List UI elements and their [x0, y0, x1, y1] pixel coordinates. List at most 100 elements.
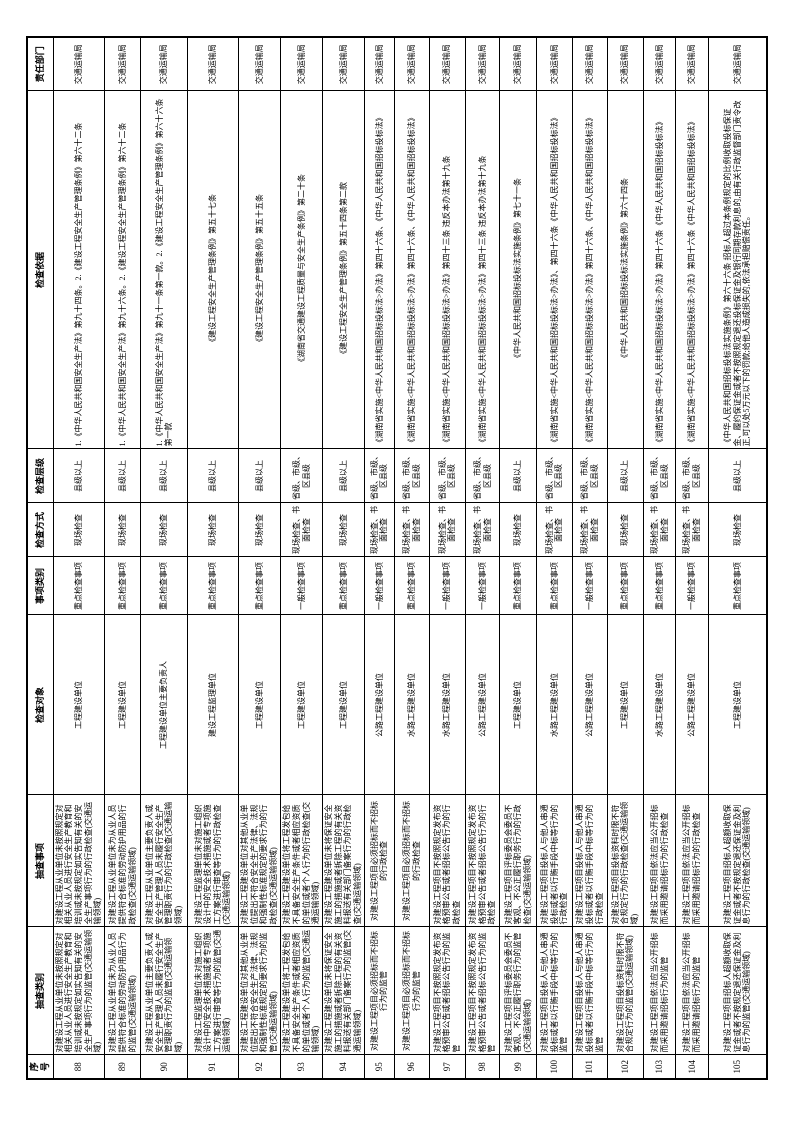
cell-level: 县级以上 [607, 449, 644, 503]
cell-target: 水路工程建设单位 [429, 615, 466, 795]
cell-basis: 《建设工程安全生产管理条例》第五十七条 [187, 91, 239, 449]
cell-item: 对建设工程项目必须招标而不招标的行政检查 [364, 795, 395, 927]
header-category: 抽查类别 [27, 927, 53, 1055]
table-row: 92 对建设工程建设单位对其他从业单位提出不符合安全生产法律、法规和强制性标准规定… [238, 37, 281, 1079]
cell-category: 对建设工程项目投标资料时限不符合规定行为的监管(交通运输领域) [607, 927, 644, 1055]
cell-basis: 《中华人民共和国招标投标法实施条例》第七十一条 [499, 91, 537, 449]
cell-item-type: 重点检查事项 [394, 557, 430, 615]
cell-department: 交通运输局 [499, 37, 537, 91]
cell-department: 交通运输局 [238, 37, 281, 91]
cell-no: 95 [364, 1055, 395, 1079]
cell-no: 102 [607, 1055, 644, 1079]
cell-item: 对建设工程项目评标委员会委员不客观、不公正履行职务行为的行政检查(交通运输领域) [499, 795, 537, 927]
cell-category: 对建设工程项目依法应当公开招标而采用邀请招标行为的监管 [675, 927, 709, 1055]
cell-department: 交通运输局 [607, 37, 644, 91]
cell-category: 对建设工程建设单位对其他从业单位提出不符合安全生产法律、法规和强制性标准规定的要… [238, 927, 281, 1055]
table-row: 98 对建设工程项目不按照规定发布资格预审公告或者招标公告行为的监管 对建设工程项目… [465, 37, 500, 1079]
cell-method: 现场检查 [322, 503, 365, 557]
cell-method: 现场检查、书面检查 [394, 503, 430, 557]
table-row: 93 对建设工程建设单位将工程发包给不具备安全生产条件或者相应资质的单位或者个人行… [280, 37, 323, 1079]
cell-level: 县级以上 [708, 449, 767, 503]
cell-item: 对建设工程项目招标人超额收取保证金或者不按规定退还保证金及利息行为的行政检查(交… [708, 795, 767, 927]
cell-level: 省级、市级、区县级 [280, 449, 323, 503]
cell-level: 省级、市级、区县级 [465, 449, 500, 503]
cell-level: 省级、市级、区县级 [394, 449, 430, 503]
cell-item: 对建设工程项目依法应当公开招标而采用邀请招标行为的行政检查 [675, 795, 709, 927]
cell-basis: 《湖南省实施<中华人民共和国招标投标法>办法》第四十三条 违反本办法第十九条 [429, 91, 466, 449]
cell-department: 交通运输局 [104, 37, 141, 91]
cell-method: 现场检查 [607, 503, 644, 557]
cell-level: 省级、市级、区县级 [429, 449, 466, 503]
cell-level: 县级以上 [499, 449, 537, 503]
cell-item: 对建设工程建设单位将工程发包给不具备安全生产条件或者相应资质的单位或者个人行为的… [280, 795, 323, 927]
cell-target: 公路工程建设单位 [364, 615, 395, 795]
cell-department: 交通运输局 [429, 37, 466, 91]
cell-target: 工程建设单位 [322, 615, 365, 795]
cell-basis: 《中华人民共和国招标投标法实施条例》第六十六条 招标人超过本条例规定的比例收取投… [708, 91, 767, 449]
cell-item-type: 重点检查事项 [536, 557, 573, 615]
cell-method: 现场检查 [499, 503, 537, 557]
table-row: 103 对建设工程项目依法应当公开招标而采用邀请招标行为的监管 对建设工程项目依法应… [643, 37, 676, 1079]
cell-basis: 1.《中华人民共和国安全生产法》第九十一条第一款。2.《建设工程安全生产管理条例… [140, 91, 188, 449]
cell-level: 省级、市级、区县级 [572, 449, 608, 503]
table-row: 96 对建设工程项目必须招标而不招标行为的监管 对建设工程项目必须招标而不招标的行政… [394, 37, 430, 1079]
cell-method: 现场检查 [53, 503, 105, 557]
cell-target: 建设工程监理单位 [187, 615, 239, 795]
cell-no: 94 [322, 1055, 365, 1079]
cell-basis: 《湖南省实施<中华人民共和国招标投标法>办法》第四十六条、《中华人民共和国招标投… [394, 91, 430, 449]
table-row: 88 对建设工程从业单位未按照规定对相关从业人员进行安全生产教育和培训或未按规定如… [53, 37, 105, 1079]
table-row: 104 对建设工程项目依法应当公开招标而采用邀请招标行为的监管 对建设工程项目依法应… [675, 37, 709, 1079]
cell-basis: 《湖南省实施<中华人民共和国招标投标法>办法》第四十六条、《中华人民共和国招标投… [572, 91, 608, 449]
cell-item: 对建设工程建设单位对其他从业单位提出不符合安全生产法律、法规和强制性标准规定的要… [238, 795, 281, 927]
cell-item-type: 重点检查事项 [104, 557, 141, 615]
cell-basis: 《湖南省实施<中华人民共和国招标投标法>办法》第四十三条 违反本办法第十九条 [465, 91, 500, 449]
cell-target: 工程建设单位 [280, 615, 323, 795]
cell-level: 省级、市级、区县级 [536, 449, 573, 503]
cell-no: 93 [280, 1055, 323, 1079]
rotated-table-wrapper: 序号 抽查类别 抽查事项 检查对象 事项类别 检查方式 检查层级 检查依据 责任部门 88 对建设… [26, 36, 768, 1080]
cell-no: 101 [572, 1055, 608, 1079]
cell-target: 工程建设单位 [607, 615, 644, 795]
cell-department: 交通运输局 [364, 37, 395, 91]
table-row: 97 对建设工程项目不按照规定发布资格预审公告或者招标公告行为的监管 对建设工程项目… [429, 37, 466, 1079]
cell-level: 县级以上 [104, 449, 141, 503]
cell-level: 县级以上 [53, 449, 105, 503]
cell-level: 省级、市级、区县级 [643, 449, 676, 503]
cell-basis: 《湖南省实施<中华人民共和国招标投标法>办法》第四十六条《中华人民共和国招标投标… [643, 91, 676, 449]
cell-item: 对建设工程建设单位未将保证安全施工的措施或者拆除工程的有关资料报送有关部门备案行… [322, 795, 365, 927]
cell-category: 对建设工程从业单位主要负责人或安全生产管理人员未履行安全生产管理职责行为的监管(… [140, 927, 188, 1055]
cell-no: 91 [187, 1055, 239, 1079]
cell-category: 对建设工程从业单位未按照规定对相关从业人员进行安全生产教育和培训或未按规定如实告… [53, 927, 105, 1055]
cell-level: 县级以上 [187, 449, 239, 503]
cell-target: 工程建设单位 [238, 615, 281, 795]
cell-method: 现场检查、书面检查 [572, 503, 608, 557]
cell-department: 交通运输局 [394, 37, 430, 91]
cell-item-type: 重点检查事项 [643, 557, 676, 615]
cell-item-type: 重点检查事项 [607, 557, 644, 615]
cell-no: 105 [708, 1055, 767, 1079]
cell-item-type: 一般检查事项 [572, 557, 608, 615]
cell-no: 104 [675, 1055, 709, 1079]
header-level: 检查层级 [27, 449, 53, 503]
cell-target: 工程建设单位主要负责人 [140, 615, 188, 795]
table-row: 90 对建设工程从业单位主要负责人或安全生产管理人员未履行安全生产管理职责行为的监… [140, 37, 188, 1079]
cell-item: 对建设工程项目投标资料时限不符合规定行为的行政检查(交通运输领域) [607, 795, 644, 927]
cell-item: 对建设工程项目投标人与他人串通投标或者以行贿手段中标等行为的行政检查 [572, 795, 608, 927]
cell-no: 103 [643, 1055, 676, 1079]
cell-method: 现场检查 [708, 503, 767, 557]
cell-item: 对建设工程项目不按照规定发布资格预审公告或者招标公告行为的行政检查 [465, 795, 500, 927]
cell-department: 交通运输局 [572, 37, 608, 91]
cell-target: 工程建设单位 [499, 615, 537, 795]
table-row: 99 对建设工程项目评标委员会委员不客观、不公正履行职务行为的监管(交通运输领域)… [499, 37, 537, 1079]
cell-item: 对建设工程项目必须招标而不招标的行政检查 [394, 795, 430, 927]
table-header: 序号 抽查类别 抽查事项 检查对象 事项类别 检查方式 检查层级 检查依据 责任部门 [27, 37, 53, 1079]
cell-item: 对建设工程项目不按照规定发布资格预审公告或者招标公告行为的行政检查 [429, 795, 466, 927]
cell-category: 对建设工程项目投标人与他人串通投标或者以行贿手段中标等行为的监管 [536, 927, 573, 1055]
cell-method: 现场检查 [104, 503, 141, 557]
cell-method: 现场检查、书面检查 [465, 503, 500, 557]
cell-target: 公路工程建设单位 [675, 615, 709, 795]
cell-category: 对建设工程项目不按照规定发布资格预审公告或者招标公告行为的监管 [429, 927, 466, 1055]
cell-method: 现场检查、书面检查 [536, 503, 573, 557]
cell-target: 公路工程建设单位 [572, 615, 608, 795]
